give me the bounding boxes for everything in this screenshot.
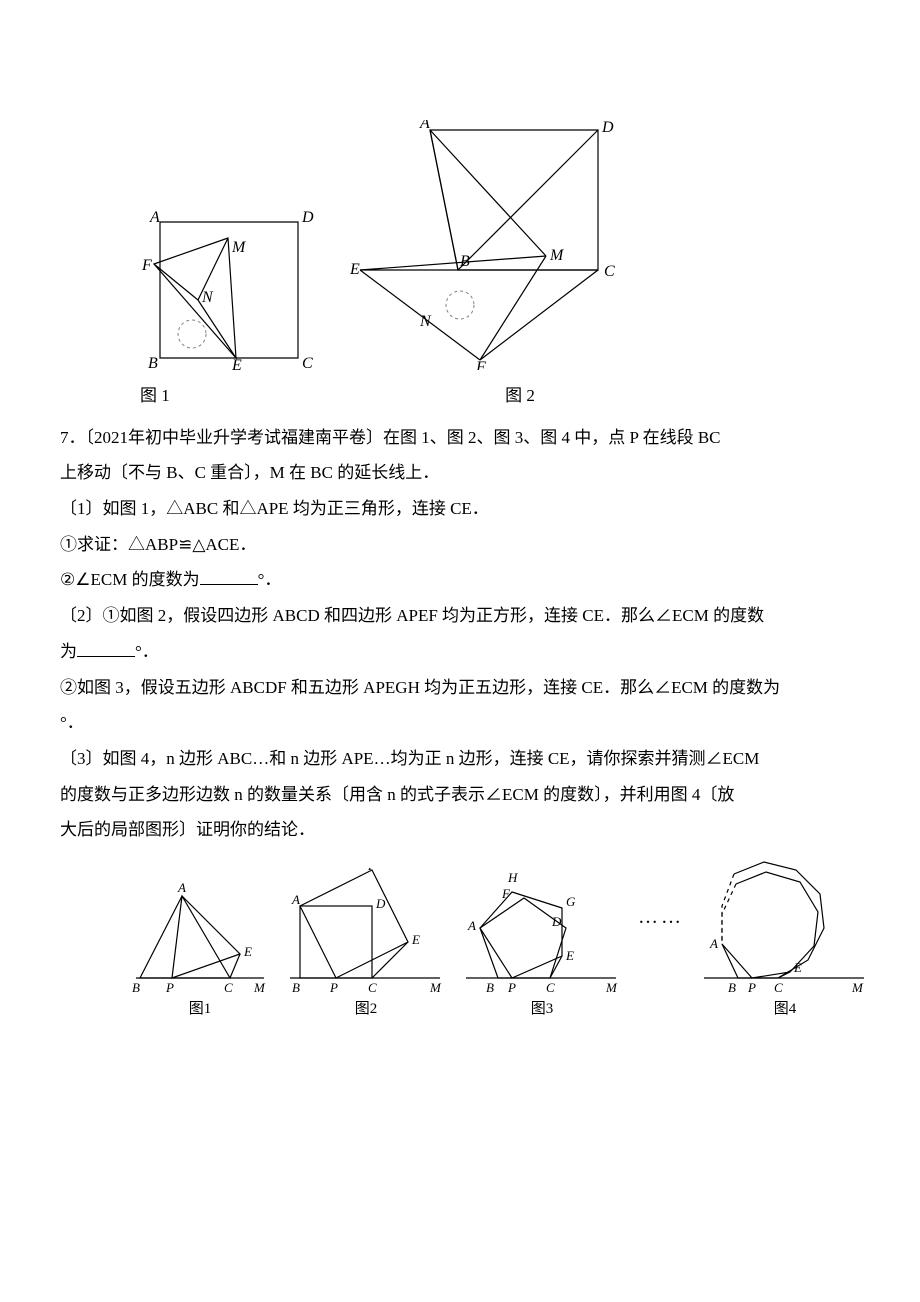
p7-line2: 上移动〔不与 B、C 重合〕，M 在 BC 的延长线上． bbox=[60, 455, 860, 491]
lbl-D: D bbox=[301, 210, 314, 226]
p1-P: P bbox=[165, 980, 174, 995]
p3-E: E bbox=[565, 948, 574, 963]
q1c: ②∠ECM 的度数为 °． bbox=[60, 562, 860, 598]
top-caption-2: 图 2 bbox=[370, 378, 670, 414]
q1c-post: °． bbox=[258, 570, 282, 589]
p2-P: P bbox=[329, 980, 338, 995]
top-figure-2-svg: A D E B M C N F bbox=[350, 120, 640, 370]
bottom-panel-2: F A D E B P C M 图2 bbox=[286, 868, 446, 1018]
p2-A: A bbox=[291, 892, 300, 907]
p3-F: F bbox=[501, 886, 511, 901]
p1-B: B bbox=[132, 980, 140, 995]
lbl-F: F bbox=[141, 257, 152, 274]
bottom-cap-2: 图2 bbox=[286, 1000, 446, 1018]
lbl-C: C bbox=[302, 355, 313, 370]
ellipsis-dots: …… bbox=[638, 896, 684, 1018]
lbl2-F: F bbox=[475, 359, 486, 370]
q2a-mid: 为 bbox=[60, 642, 77, 661]
lbl2-N: N bbox=[419, 313, 432, 330]
bottom-panel-1: A E B P C M 图1 bbox=[130, 878, 270, 1018]
p2-D: D bbox=[375, 896, 386, 911]
bottom-fig-2-svg: F A D E B P C M bbox=[286, 868, 446, 998]
top-figure-1: A D F M N B E C bbox=[140, 210, 320, 370]
q3a: 〔3〕如图 4，n 边形 ABC…和 n 边形 APE…均为正 n 边形，连接 … bbox=[60, 741, 860, 777]
top-figure-2: A D E B M C N F bbox=[350, 120, 640, 370]
p2-E: E bbox=[411, 932, 420, 947]
lbl2-A: A bbox=[419, 120, 430, 132]
top-figure-row: A D F M N B E C bbox=[140, 120, 860, 370]
p4-C: C bbox=[774, 980, 783, 995]
top-caption-1: 图 1 bbox=[140, 378, 370, 414]
bottom-panel-3: H F G A D E B P C M 图3 bbox=[462, 868, 622, 1018]
top-figure-1-svg: A D F M N B E C bbox=[140, 210, 320, 370]
bottom-fig-3-svg: H F G A D E B P C M bbox=[462, 868, 622, 998]
p3-A: A bbox=[467, 918, 476, 933]
blank-2 bbox=[77, 639, 135, 657]
p3-P: P bbox=[507, 980, 516, 995]
q2b-l2: °． bbox=[60, 705, 860, 741]
p3-D: D bbox=[551, 914, 562, 929]
lbl2-M: M bbox=[549, 247, 565, 264]
top-caption-row: 图 1 图 2 bbox=[140, 378, 860, 414]
p2-F: F bbox=[367, 868, 377, 873]
p1-A: A bbox=[177, 880, 186, 895]
p7-line1: 7．〔2021年初中毕业升学考试福建南平卷〕在图 1、图 2、图 3、图 4 中… bbox=[60, 420, 860, 456]
p3-G: G bbox=[566, 894, 576, 909]
bottom-figure-row: A E B P C M 图1 F A D E B P C M bbox=[130, 858, 860, 1018]
lbl-M: M bbox=[231, 239, 247, 256]
bottom-panel-4: A E B P C M 图4 bbox=[700, 858, 870, 1018]
p4-M: M bbox=[851, 980, 864, 995]
q2a-post: °． bbox=[135, 642, 159, 661]
q2a-l2: 为 °． bbox=[60, 634, 860, 670]
p4-A: A bbox=[709, 936, 718, 951]
lbl2-B: B bbox=[460, 253, 470, 270]
p3-M: M bbox=[605, 980, 618, 995]
p3-C: C bbox=[546, 980, 555, 995]
bottom-fig-1-svg: A E B P C M bbox=[130, 878, 270, 998]
lbl-B: B bbox=[148, 355, 158, 370]
p3-H: H bbox=[507, 870, 518, 885]
bottom-cap-1: 图1 bbox=[130, 1000, 270, 1018]
lbl2-D: D bbox=[601, 120, 614, 136]
p4-P: P bbox=[747, 980, 756, 995]
p2-C: C bbox=[368, 980, 377, 995]
lbl-A: A bbox=[149, 210, 160, 226]
bottom-fig-4-svg: A E B P C M bbox=[700, 858, 870, 998]
bottom-cap-4: 图4 bbox=[700, 1000, 870, 1018]
q2b-l1: ②如图 3，假设五边形 ABCDF 和五边形 APEGH 均为正五边形，连接 C… bbox=[60, 670, 860, 706]
p4-B: B bbox=[728, 980, 736, 995]
lbl2-C: C bbox=[604, 263, 615, 280]
q3b: 的度数与正多边形边数 n 的数量关系〔用含 n 的式子表示∠ECM 的度数〕，并… bbox=[60, 777, 860, 813]
lbl-E: E bbox=[231, 357, 242, 370]
lbl2-E: E bbox=[350, 261, 360, 278]
p1-M: M bbox=[253, 980, 266, 995]
q1b: ①求证：△ABP≌△ACE． bbox=[60, 527, 860, 563]
blank-1 bbox=[200, 567, 258, 585]
p1-C: C bbox=[224, 980, 233, 995]
bottom-cap-3: 图3 bbox=[462, 1000, 622, 1018]
lbl-N: N bbox=[201, 289, 214, 306]
p1-E: E bbox=[243, 944, 252, 959]
p2-B: B bbox=[292, 980, 300, 995]
q3c: 大后的局部图形〕证明你的结论． bbox=[60, 812, 860, 848]
p4-E: E bbox=[793, 960, 802, 975]
q2a-l1: 〔2〕①如图 2，假设四边形 ABCD 和四边形 APEF 均为正方形，连接 C… bbox=[60, 598, 860, 634]
p3-B: B bbox=[486, 980, 494, 995]
q1c-pre: ②∠ECM 的度数为 bbox=[60, 570, 200, 589]
q1a: 〔1〕如图 1，△ABC 和△APE 均为正三角形，连接 CE． bbox=[60, 491, 860, 527]
p2-M: M bbox=[429, 980, 442, 995]
